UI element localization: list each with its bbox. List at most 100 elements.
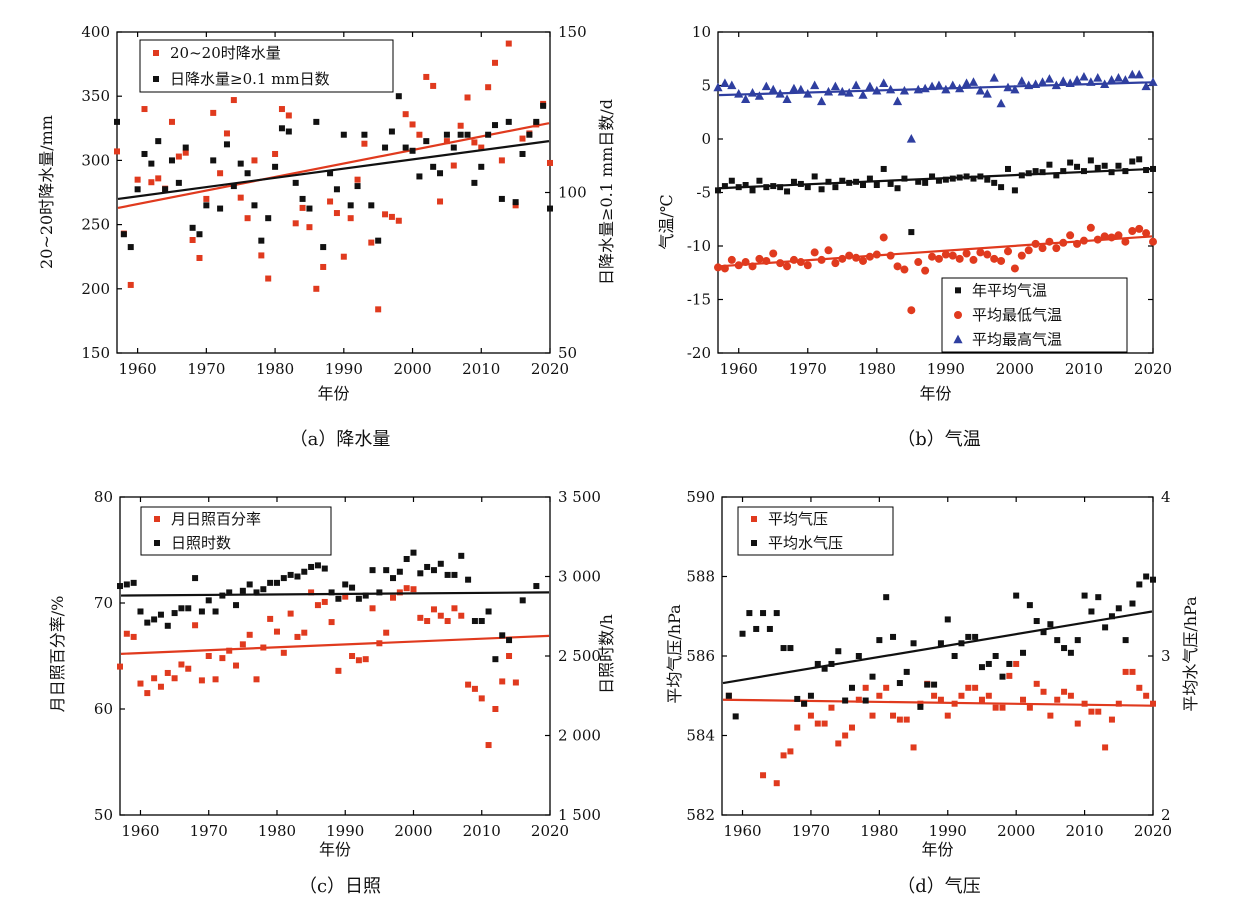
data-point — [375, 306, 382, 313]
legend-label: 平均最高气温 — [972, 331, 1062, 349]
data-point — [168, 118, 175, 125]
data-point — [844, 87, 854, 97]
data-point — [961, 78, 972, 87]
data-point — [301, 568, 308, 575]
data-point — [848, 724, 855, 731]
data-point — [1040, 629, 1047, 636]
x-tick-label: 2020 — [1134, 822, 1172, 840]
data-point — [320, 263, 327, 270]
data-point — [230, 97, 237, 104]
data-point — [1102, 744, 1109, 751]
data-point — [265, 215, 272, 222]
data-point — [251, 157, 258, 164]
data-point — [492, 59, 499, 66]
data-point — [458, 552, 465, 559]
data-point — [741, 94, 751, 104]
data-point — [416, 131, 423, 138]
data-point — [185, 605, 192, 612]
data-point — [937, 696, 944, 703]
data-point — [955, 83, 965, 93]
legend-marker — [153, 50, 159, 56]
data-point — [451, 605, 458, 612]
data-point — [1058, 76, 1068, 85]
data-point — [278, 125, 285, 132]
y-tick-label-right: 3 — [1161, 647, 1171, 665]
data-point — [533, 583, 540, 590]
data-point — [260, 644, 267, 651]
data-point — [1101, 162, 1108, 169]
data-point — [735, 184, 742, 191]
data-point — [519, 150, 526, 157]
x-tick-label: 2000 — [394, 822, 432, 840]
data-point — [258, 252, 265, 259]
data-point — [734, 261, 743, 270]
data-point — [880, 165, 887, 172]
data-point — [457, 131, 464, 138]
data-point — [990, 254, 999, 263]
data-point — [1018, 172, 1025, 179]
data-point — [526, 131, 533, 138]
data-point — [915, 178, 922, 185]
y-axis-label-left: 20~20时降水量/mm — [37, 115, 56, 269]
data-point — [464, 94, 471, 101]
data-point — [210, 109, 217, 116]
data-point — [1120, 75, 1130, 84]
data-point — [894, 185, 901, 192]
data-point — [327, 170, 334, 177]
data-point — [273, 628, 280, 635]
data-point — [985, 660, 992, 667]
data-point — [998, 184, 1005, 191]
data-point — [999, 704, 1006, 711]
data-point — [390, 575, 397, 582]
data-point — [903, 716, 910, 723]
x-tick-label: 1960 — [720, 360, 758, 378]
data-point — [1121, 237, 1130, 246]
data-point — [853, 178, 860, 185]
data-point — [395, 217, 402, 224]
data-point — [299, 195, 306, 202]
data-point — [437, 198, 444, 205]
data-point — [803, 261, 812, 270]
y-tick-label-left: -5 — [696, 184, 711, 202]
data-point — [835, 740, 842, 747]
data-point — [760, 772, 767, 779]
data-point — [917, 700, 924, 707]
data-point — [776, 259, 785, 268]
data-point — [992, 653, 999, 659]
x-tick-label: 1960 — [119, 360, 157, 378]
trend-line — [117, 122, 550, 209]
data-point — [1115, 700, 1122, 707]
data-point — [1150, 576, 1156, 583]
data-point — [753, 625, 760, 632]
data-point — [182, 149, 189, 156]
data-point — [1017, 251, 1026, 260]
data-point — [198, 608, 205, 615]
data-point — [725, 692, 732, 699]
data-point — [443, 138, 450, 145]
x-tick-label: 1970 — [792, 822, 830, 840]
data-point — [749, 187, 756, 194]
data-point — [810, 80, 820, 90]
data-point — [896, 716, 903, 723]
data-point — [768, 84, 778, 94]
data-point — [1129, 668, 1136, 675]
data-point — [272, 150, 279, 157]
data-point — [783, 262, 792, 271]
series-1 — [715, 156, 1156, 236]
data-point — [910, 640, 917, 647]
data-point — [962, 249, 971, 258]
data-point — [714, 263, 722, 272]
data-point — [137, 608, 144, 615]
data-point — [210, 157, 217, 164]
data-point — [492, 656, 499, 663]
data-point — [1108, 613, 1115, 620]
trend-line — [117, 140, 550, 201]
data-point — [451, 571, 458, 578]
y-tick-label-left: 0 — [701, 130, 711, 148]
data-point — [1033, 680, 1040, 687]
data-point — [1051, 80, 1061, 90]
data-point — [205, 653, 212, 659]
data-point — [794, 695, 801, 702]
data-point — [1107, 233, 1116, 242]
data-point — [837, 86, 847, 96]
